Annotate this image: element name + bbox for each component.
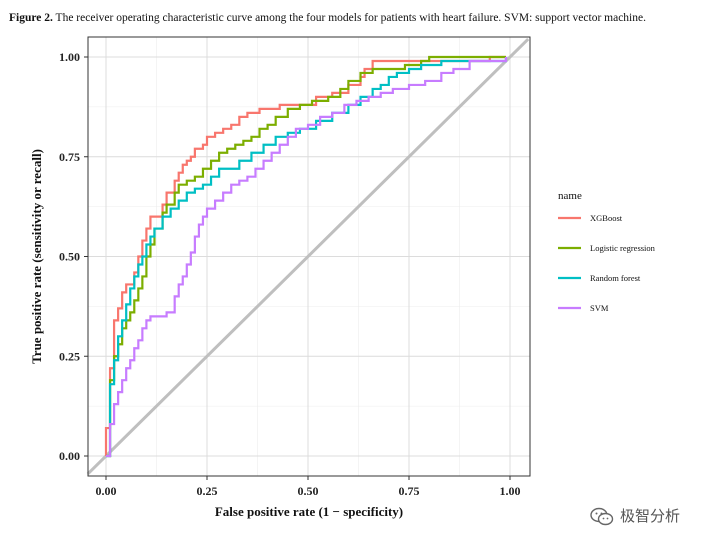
legend-label-random-forest: Random forest [590, 273, 641, 283]
y-tick-label: 0.00 [59, 449, 80, 463]
roc-curve-random-forest [106, 57, 508, 458]
grid [88, 37, 530, 476]
figure-caption: Figure 2. The receiver operating charact… [9, 12, 709, 24]
x-tick-label: 0.75 [399, 484, 420, 498]
y-tick-label: 0.25 [59, 349, 80, 363]
x-axis-ticks: 0.00 0.25 0.50 0.75 1.00 [96, 476, 521, 498]
figure-caption-text: The receiver operating characteristic cu… [55, 12, 646, 24]
figure-label: Figure 2. [9, 12, 53, 24]
diagonal-reference-line [86, 37, 530, 476]
roc-curves [104, 55, 508, 458]
legend-label-svm: SVM [590, 303, 609, 313]
watermark-text: 极智分析 [620, 507, 681, 525]
x-tick-label: 0.50 [298, 484, 319, 498]
wechat-icon [590, 507, 614, 525]
legend-title: name [558, 190, 582, 202]
y-tick-label: 0.75 [59, 150, 80, 164]
y-tick-label: 0.50 [59, 250, 80, 264]
x-tick-label: 1.00 [500, 484, 521, 498]
x-axis-title: False positive rate (1 − specificity) [215, 504, 403, 519]
y-axis-ticks: 0.00 0.25 0.50 0.75 1.00 [59, 50, 88, 463]
y-axis-title: True positive rate (sensitivity or recal… [29, 149, 44, 364]
legend: name XGBoost Logistic regression Random fo… [558, 190, 656, 313]
x-tick-label: 0.25 [197, 484, 218, 498]
y-tick-label: 1.00 [59, 50, 80, 64]
roc-curve-svm [106, 57, 508, 458]
roc-curve-logistic-regression [106, 55, 506, 458]
legend-label-logistic-regression: Logistic regression [590, 243, 656, 253]
watermark: 极智分析 [590, 505, 680, 527]
roc-curve-xgboost [104, 55, 506, 456]
x-tick-label: 0.00 [96, 484, 117, 498]
legend-label-xgboost: XGBoost [590, 213, 623, 223]
